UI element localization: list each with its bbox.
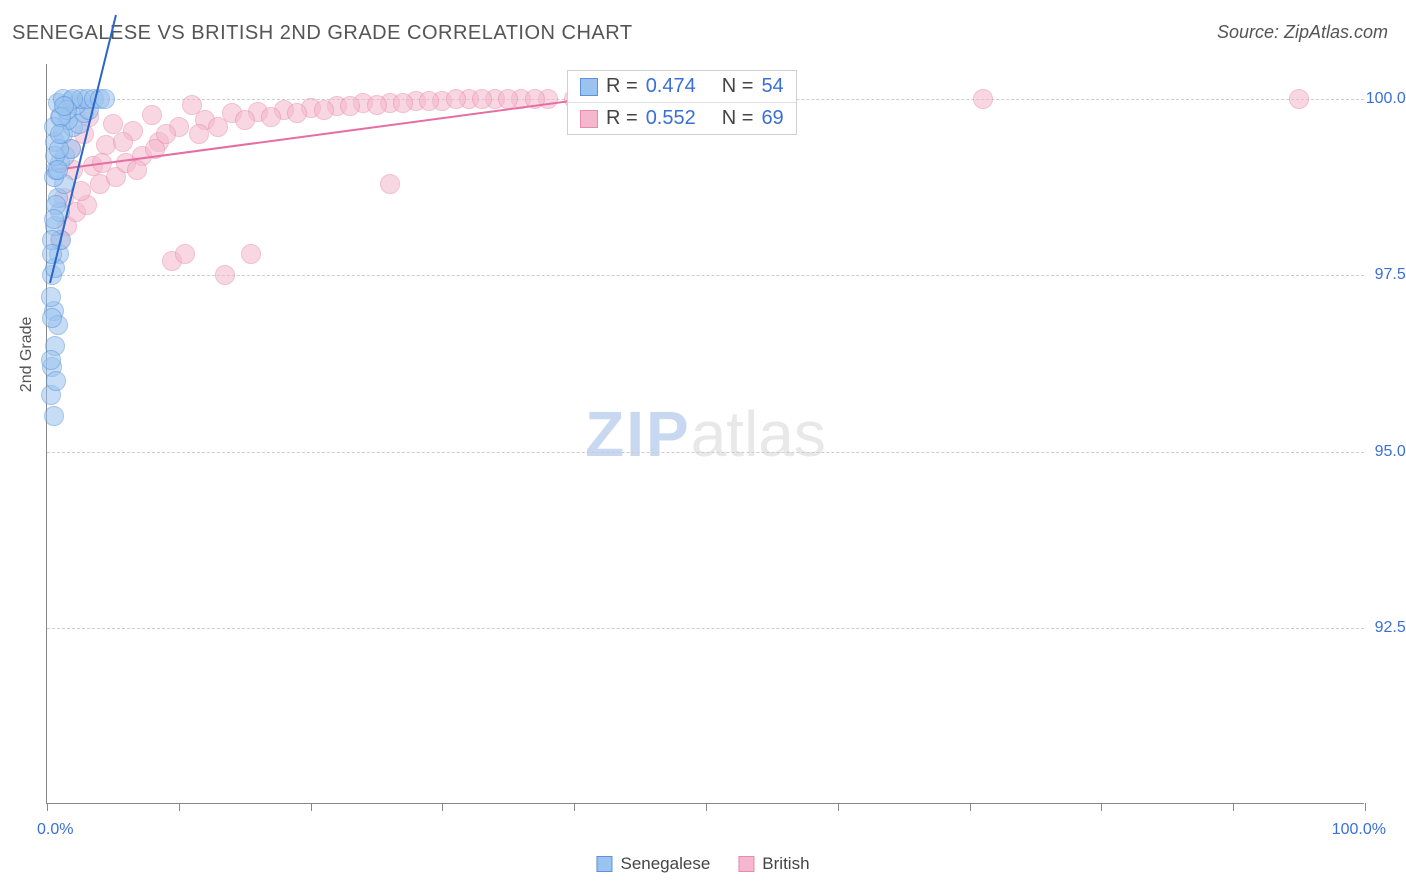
data-point-british [380, 174, 400, 194]
data-point-senegalese [48, 160, 68, 180]
x-tick [706, 803, 707, 811]
y-tick-label: 95.0% [1360, 443, 1406, 461]
data-point-british [1289, 89, 1309, 109]
data-point-british [189, 124, 209, 144]
legend-swatch-british [580, 110, 598, 128]
data-point-british [446, 89, 466, 109]
n-label: N = [722, 107, 754, 130]
x-tick [838, 803, 839, 811]
x-axis-max-label: 100.0% [1332, 821, 1386, 839]
x-tick [574, 803, 575, 811]
series-legend: Senegalese British [596, 854, 809, 874]
data-point-british [241, 244, 261, 264]
data-point-british [215, 265, 235, 285]
x-tick [311, 803, 312, 811]
y-tick-label: 92.5% [1360, 619, 1406, 637]
gridline [47, 275, 1364, 276]
r-value-british: 0.552 [646, 107, 696, 130]
chart-title: SENEGALESE VS BRITISH 2ND GRADE CORRELAT… [12, 22, 633, 45]
data-point-british [419, 91, 439, 111]
legend-item-senegalese: Senegalese [596, 854, 710, 874]
data-point-british [175, 244, 195, 264]
data-point-british [113, 132, 133, 152]
plot-area: ZIPatlas 0.0% 100.0% R = 0.474 N = 54 R … [46, 64, 1364, 804]
watermark: ZIPatlas [585, 397, 826, 471]
legend-label-senegalese: Senegalese [620, 854, 710, 874]
x-tick [1233, 803, 1234, 811]
watermark-zip: ZIP [585, 398, 691, 470]
legend-swatch-british-icon [738, 856, 754, 872]
chart-container: SENEGALESE VS BRITISH 2ND GRADE CORRELAT… [0, 0, 1406, 892]
data-point-british [142, 105, 162, 125]
stats-legend-row-british: R = 0.552 N = 69 [568, 103, 796, 134]
data-point-senegalese [41, 287, 61, 307]
data-point-british [208, 117, 228, 137]
data-point-british [182, 95, 202, 115]
r-label: R = [606, 107, 638, 130]
data-point-senegalese [41, 350, 61, 370]
legend-swatch-senegalese-icon [596, 856, 612, 872]
y-tick-label: 97.5% [1360, 266, 1406, 284]
data-point-british [340, 96, 360, 116]
y-axis-title: 2nd Grade [18, 317, 36, 393]
r-label: R = [606, 75, 638, 98]
legend-swatch-senegalese [580, 78, 598, 96]
stats-legend: R = 0.474 N = 54 R = 0.552 N = 69 [567, 70, 797, 135]
data-point-british [235, 110, 255, 130]
gridline [47, 452, 1364, 453]
x-axis-min-label: 0.0% [37, 821, 73, 839]
n-value-british: 69 [761, 107, 783, 130]
data-point-british [314, 100, 334, 120]
data-point-senegalese [44, 406, 64, 426]
data-point-british [472, 89, 492, 109]
data-point-senegalese [42, 308, 62, 328]
legend-label-british: British [762, 854, 809, 874]
data-point-british [498, 89, 518, 109]
x-tick [1101, 803, 1102, 811]
r-value-senegalese: 0.474 [646, 75, 696, 98]
data-point-british [367, 95, 387, 115]
x-tick [442, 803, 443, 811]
stats-legend-row-senegalese: R = 0.474 N = 54 [568, 71, 796, 103]
x-tick [179, 803, 180, 811]
data-point-british [127, 160, 147, 180]
n-value-senegalese: 54 [761, 75, 783, 98]
data-point-senegalese [54, 96, 74, 116]
data-point-british [393, 93, 413, 113]
watermark-atlas: atlas [691, 398, 826, 470]
data-point-senegalese [44, 209, 64, 229]
x-tick [970, 803, 971, 811]
n-label: N = [722, 75, 754, 98]
data-point-senegalese [95, 89, 115, 109]
data-point-british [287, 103, 307, 123]
gridline [47, 628, 1364, 629]
data-point-senegalese [46, 371, 66, 391]
legend-item-british: British [738, 854, 809, 874]
y-tick-label: 100.0% [1360, 90, 1406, 108]
data-point-british [261, 107, 281, 127]
source-attribution: Source: ZipAtlas.com [1217, 22, 1388, 43]
x-tick [47, 803, 48, 811]
data-point-senegalese [50, 124, 70, 144]
x-tick [1365, 803, 1366, 811]
data-point-british [973, 89, 993, 109]
